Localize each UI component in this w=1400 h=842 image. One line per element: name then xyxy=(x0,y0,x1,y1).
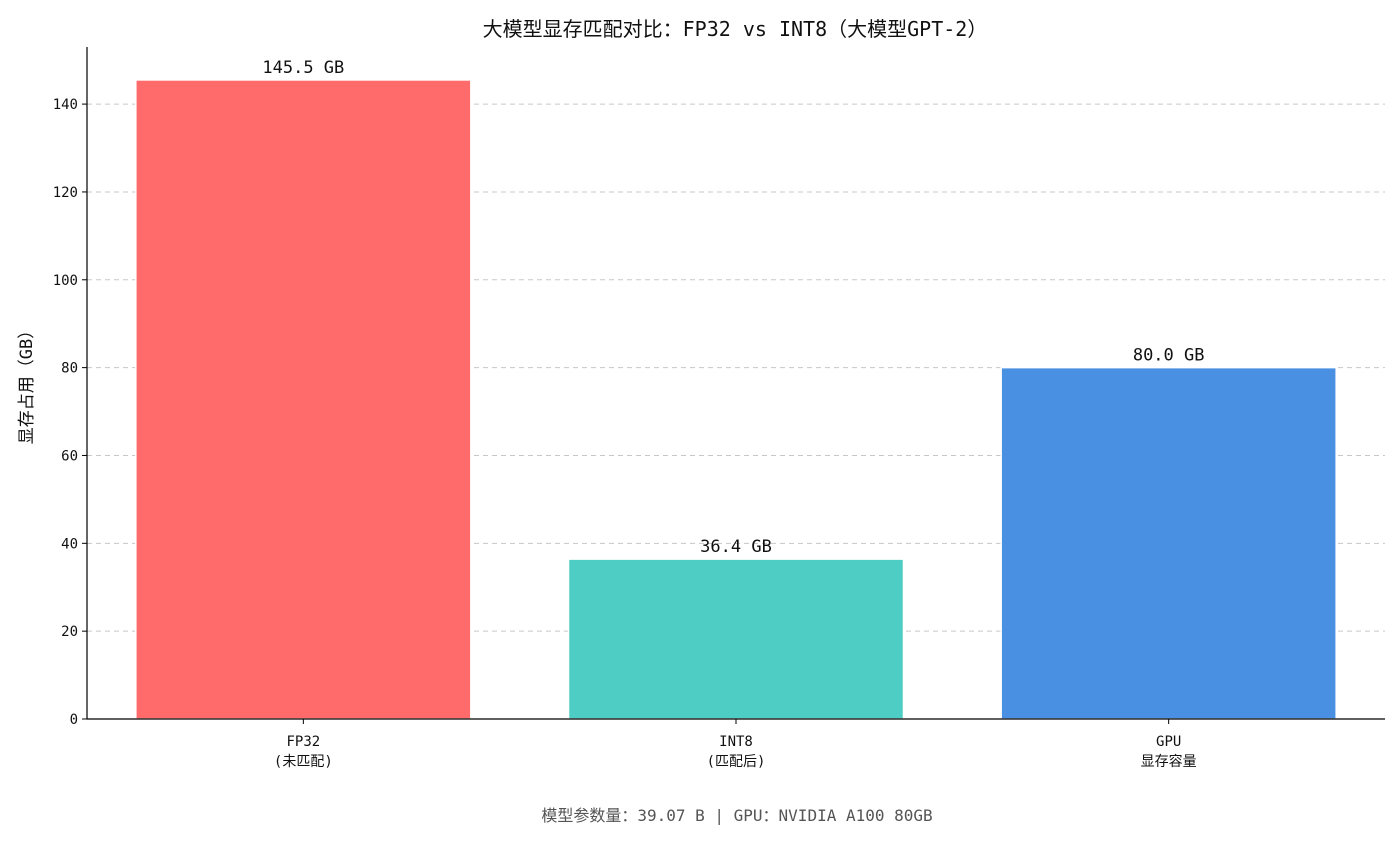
chart-title: 大模型显存匹配对比：FP32 vs INT8（大模型GPT-2） xyxy=(483,17,988,41)
y-tick-label: 100 xyxy=(53,273,78,289)
y-tick-label: 120 xyxy=(53,185,78,201)
x-tick-label: (未匹配) xyxy=(274,754,333,770)
data-label: 145.5 GB xyxy=(262,58,344,78)
x-tick-label: FP32 xyxy=(286,734,320,750)
x-tick-label: INT8 xyxy=(719,734,753,750)
bar xyxy=(1000,366,1337,720)
y-ticks: 0 20 40 60 80 100 120 140 xyxy=(53,97,87,728)
x-tick-label: (匹配后) xyxy=(707,754,766,770)
y-tick-label: 0 xyxy=(70,712,78,728)
y-axis-label: 显存占用（GB） xyxy=(17,322,37,444)
bar xyxy=(567,558,905,720)
x-tick-label: GPU xyxy=(1156,734,1181,750)
y-tick-label: 20 xyxy=(61,624,78,640)
data-labels: 145.5 GB 36.4 GB 80.0 GB xyxy=(262,58,1204,557)
footnote: 模型参数量：39.07 B | GPU：NVIDIA A100 80GB xyxy=(541,806,932,825)
y-tick-label: 60 xyxy=(61,448,78,464)
bars xyxy=(135,79,1337,720)
x-tick-label: 显存容量 xyxy=(1141,753,1197,770)
y-tick-label: 80 xyxy=(61,361,78,377)
y-tick-label: 140 xyxy=(53,97,78,113)
data-label: 80.0 GB xyxy=(1133,346,1205,366)
y-tick-label: 40 xyxy=(61,536,78,552)
data-label: 36.4 GB xyxy=(700,537,772,557)
x-ticks: FP32 (未匹配) INT8 (匹配后) GPU 显存容量 xyxy=(274,719,1197,770)
bar xyxy=(135,79,472,720)
